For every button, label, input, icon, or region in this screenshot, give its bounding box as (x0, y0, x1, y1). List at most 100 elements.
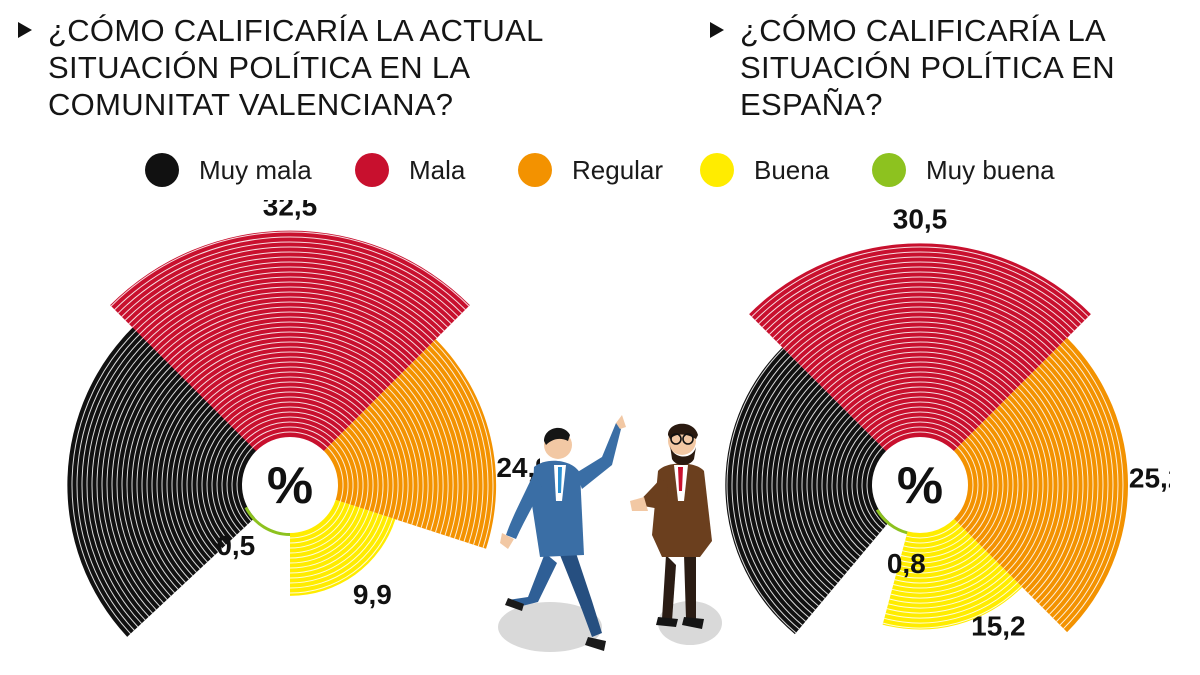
sector-stripe (960, 443, 979, 527)
sector-stripe (171, 398, 210, 566)
sector-regular (323, 339, 497, 549)
sector-stripe (761, 261, 1079, 328)
sector-stripe (289, 501, 341, 539)
sector-stripe (786, 296, 1054, 353)
sector-stripe (142, 276, 438, 339)
sector-stripe (889, 568, 1004, 604)
sector-stripe (853, 391, 987, 420)
sector-stripe (289, 505, 356, 554)
sector-stripe (96, 343, 159, 617)
sector-stripe (156, 296, 424, 353)
sector-stripe (898, 543, 980, 569)
sector-stripe (121, 246, 459, 318)
sector-stripe (167, 311, 413, 364)
sector-stripe (221, 434, 244, 532)
sector-stripe (170, 316, 410, 367)
sector-stripe (408, 365, 459, 538)
sector-stripe (791, 394, 839, 584)
sector-stripe (111, 354, 169, 607)
sector-stripe (1020, 383, 1064, 587)
sector-stripe (289, 515, 384, 584)
sector-stripe (904, 525, 962, 544)
sector-mala (110, 230, 470, 452)
sector-stripe (289, 504, 351, 549)
sector-stripe (289, 508, 365, 564)
sector-stripe (131, 261, 449, 328)
percent-symbol: % (897, 457, 943, 515)
sector-stripe (166, 394, 207, 570)
sector-stripe (241, 416, 339, 438)
shadow (498, 602, 602, 652)
sector-stripe (1017, 387, 1059, 583)
sector-stripe (1049, 355, 1104, 615)
sector-stripe (351, 422, 379, 513)
sector-stripe (341, 433, 364, 508)
sector-stripe (850, 386, 990, 417)
sector-stripe (376, 397, 414, 524)
sector-stripe (252, 431, 328, 448)
sector-stripe (226, 438, 248, 529)
sector-stripe (146, 380, 193, 583)
sector-stripe (201, 420, 231, 546)
sector-stripe (731, 351, 800, 630)
sector-stripe (996, 408, 1029, 562)
sector-stripe (131, 369, 183, 594)
question-left-line-1: ¿CÓMO CALIFICARÍA LA ACTUAL (48, 13, 544, 48)
sector-stripe (289, 518, 394, 594)
sector-stripe (245, 421, 335, 441)
sector-stripe (906, 522, 958, 539)
sector-stripe (882, 585, 1022, 629)
sector-stripe (1052, 351, 1109, 619)
sector-stripe (141, 376, 190, 587)
sector-stripe (394, 379, 439, 531)
sector-stripe (327, 447, 344, 502)
sector-stripe (882, 431, 958, 448)
sector-stripe (841, 429, 871, 546)
sector-stripe (383, 390, 424, 527)
sector-stripe (192, 346, 388, 388)
sector-stripe (875, 421, 965, 441)
sector-stripe (900, 536, 972, 559)
sector-stripe (751, 246, 1089, 318)
sector-stripe (999, 404, 1034, 566)
sector-stripe (754, 251, 1086, 321)
sector-stripe (136, 372, 186, 590)
sector-stripe (209, 371, 371, 406)
sector-stripe (330, 443, 349, 504)
chart-comunitat-valenciana: 27,532,524,99,90,5% (67, 200, 540, 637)
sector-stripe (766, 376, 822, 603)
sector-stripe (369, 404, 404, 521)
sector-stripe (897, 546, 983, 574)
sector-stripe (216, 431, 241, 536)
question-right-line-2: SITUACIÓN POLÍTICA EN (740, 50, 1115, 85)
sector-stripe (964, 440, 984, 530)
triangle-bullet-icon (18, 22, 32, 38)
sector-regular (953, 337, 1129, 633)
sector-stripe (783, 291, 1057, 349)
sector-stripe (786, 390, 835, 588)
sector-stripe (348, 425, 374, 511)
legend-label: Muy mala (199, 155, 312, 185)
sector-stripe (289, 502, 346, 544)
sector-stripe (206, 366, 374, 402)
sector-stripe (985, 418, 1014, 552)
question-left-line-3: COMUNITAT VALENCIANA? (48, 87, 454, 122)
sector-stripe (1038, 365, 1089, 605)
sector-stripe (861, 443, 884, 530)
sector-stripe (967, 436, 989, 534)
legend-label: Regular (572, 155, 664, 185)
sector-stripe (110, 231, 470, 307)
sector-stripe (974, 429, 999, 541)
sector-stripe (289, 510, 370, 569)
sector-stripe (1063, 341, 1124, 629)
sector-stripe (886, 575, 1011, 614)
sector-stripe (139, 271, 441, 335)
sector-stripe (818, 341, 1022, 385)
sector-stripe (978, 425, 1004, 545)
sector-stripe (751, 365, 813, 615)
question-left: ¿CÓMO CALIFICARÍA LA ACTUAL SITUACIÓN PO… (18, 12, 578, 132)
sector-stripe (1041, 362, 1094, 608)
sector-muy-mala (725, 347, 890, 635)
sector-stripe (337, 436, 359, 507)
sector-stripe (121, 361, 176, 600)
